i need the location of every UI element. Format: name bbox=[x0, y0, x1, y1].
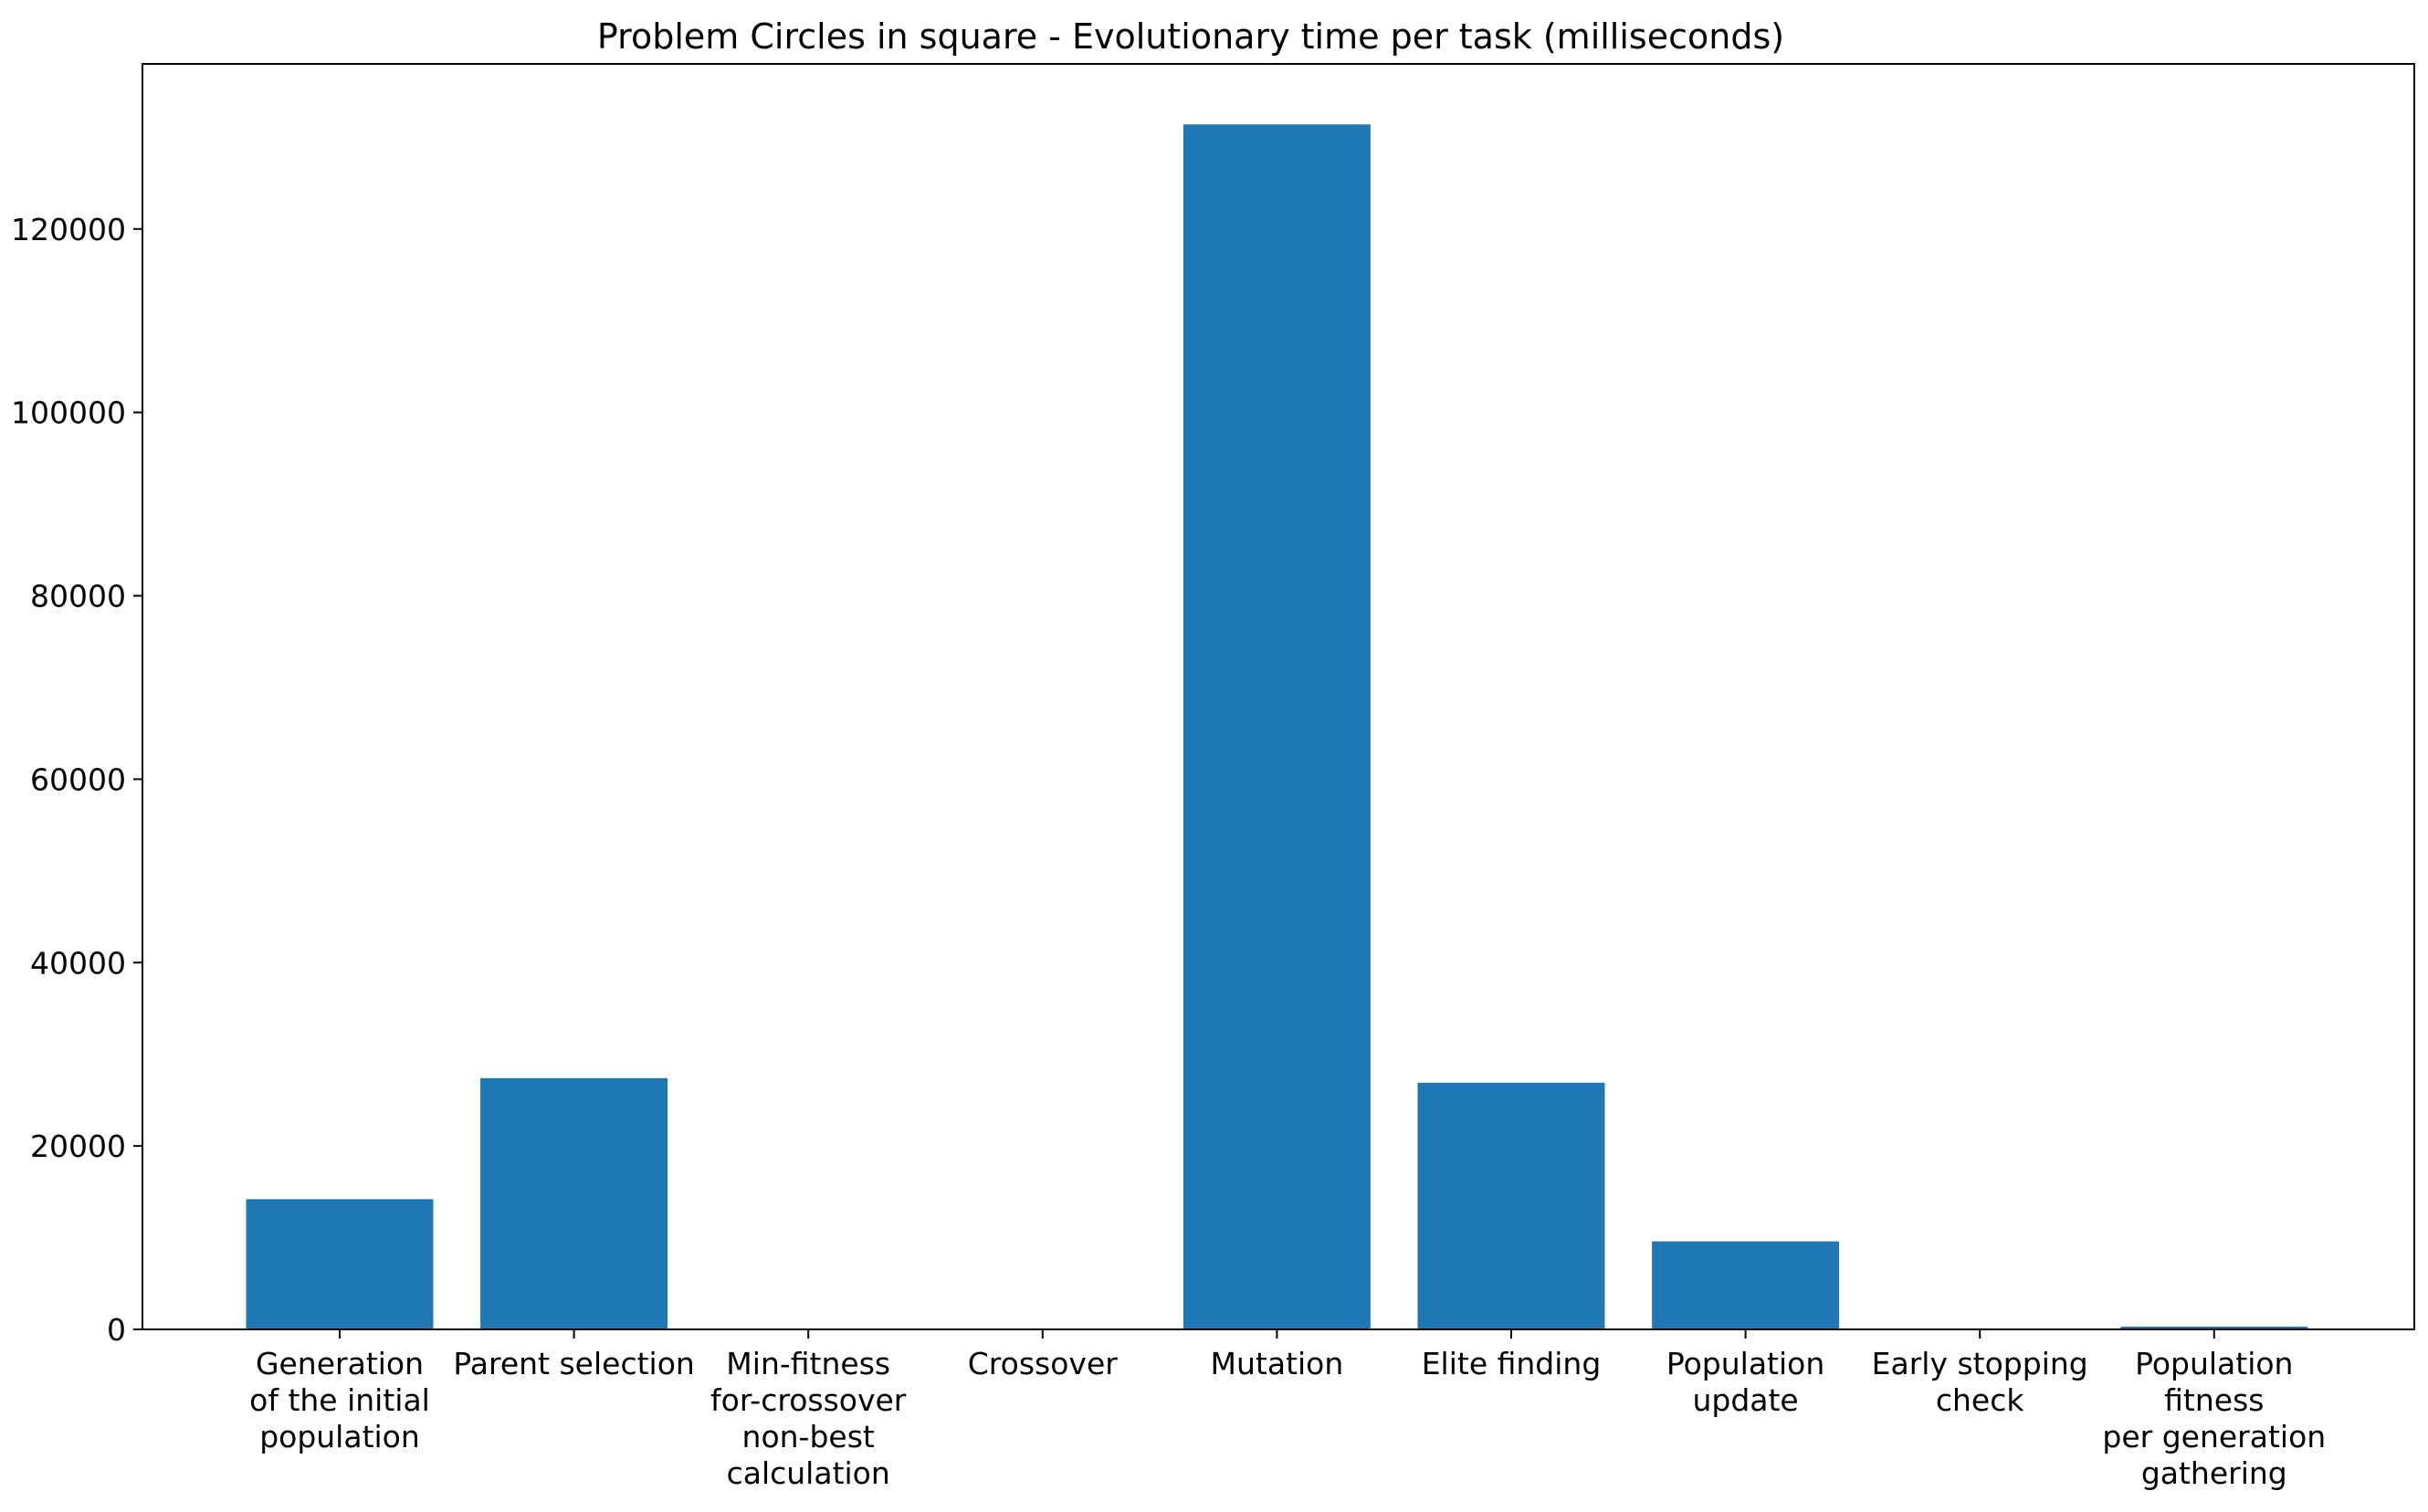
chart-title: Problem Circles in square - Evolutionary… bbox=[597, 16, 1784, 57]
y-tick-label: 120000 bbox=[11, 212, 126, 247]
x-axis: Generation of the initial population Parent… bbox=[249, 1329, 2326, 1491]
y-tick-label: 60000 bbox=[30, 761, 126, 797]
y-axis: 0 20000 40000 60000 80000 100000 120000 bbox=[11, 212, 142, 1348]
y-tick-label: 20000 bbox=[30, 1129, 126, 1164]
plot-frame bbox=[142, 63, 2415, 1330]
bar bbox=[480, 1077, 668, 1329]
x-tick-label: Generation of the initial population bbox=[249, 1346, 430, 1454]
bar bbox=[1652, 1241, 1840, 1329]
x-tick-label: Mutation bbox=[1211, 1346, 1344, 1381]
x-tick-label: Population fitness per generation gathering bbox=[2102, 1346, 2326, 1491]
x-tick-label: Early stopping check bbox=[1872, 1346, 2088, 1418]
y-tick-label: 40000 bbox=[30, 945, 126, 981]
bar bbox=[2120, 1326, 2308, 1329]
y-tick-label: 0 bbox=[107, 1312, 126, 1348]
bar bbox=[1182, 124, 1371, 1329]
y-tick-label: 100000 bbox=[11, 395, 126, 431]
bar bbox=[1417, 1082, 1605, 1329]
x-tick-label: Elite finding bbox=[1422, 1346, 1602, 1381]
x-tick-label: Crossover bbox=[968, 1346, 1118, 1381]
bar bbox=[246, 1199, 434, 1329]
y-tick-label: 80000 bbox=[30, 579, 126, 614]
x-tick-label: Min-fitness for-crossover non-best calculat… bbox=[710, 1346, 907, 1491]
x-tick-label: Parent selection bbox=[453, 1346, 694, 1381]
bars-group bbox=[246, 124, 2308, 1329]
x-tick-label: Population update bbox=[1666, 1346, 1824, 1418]
